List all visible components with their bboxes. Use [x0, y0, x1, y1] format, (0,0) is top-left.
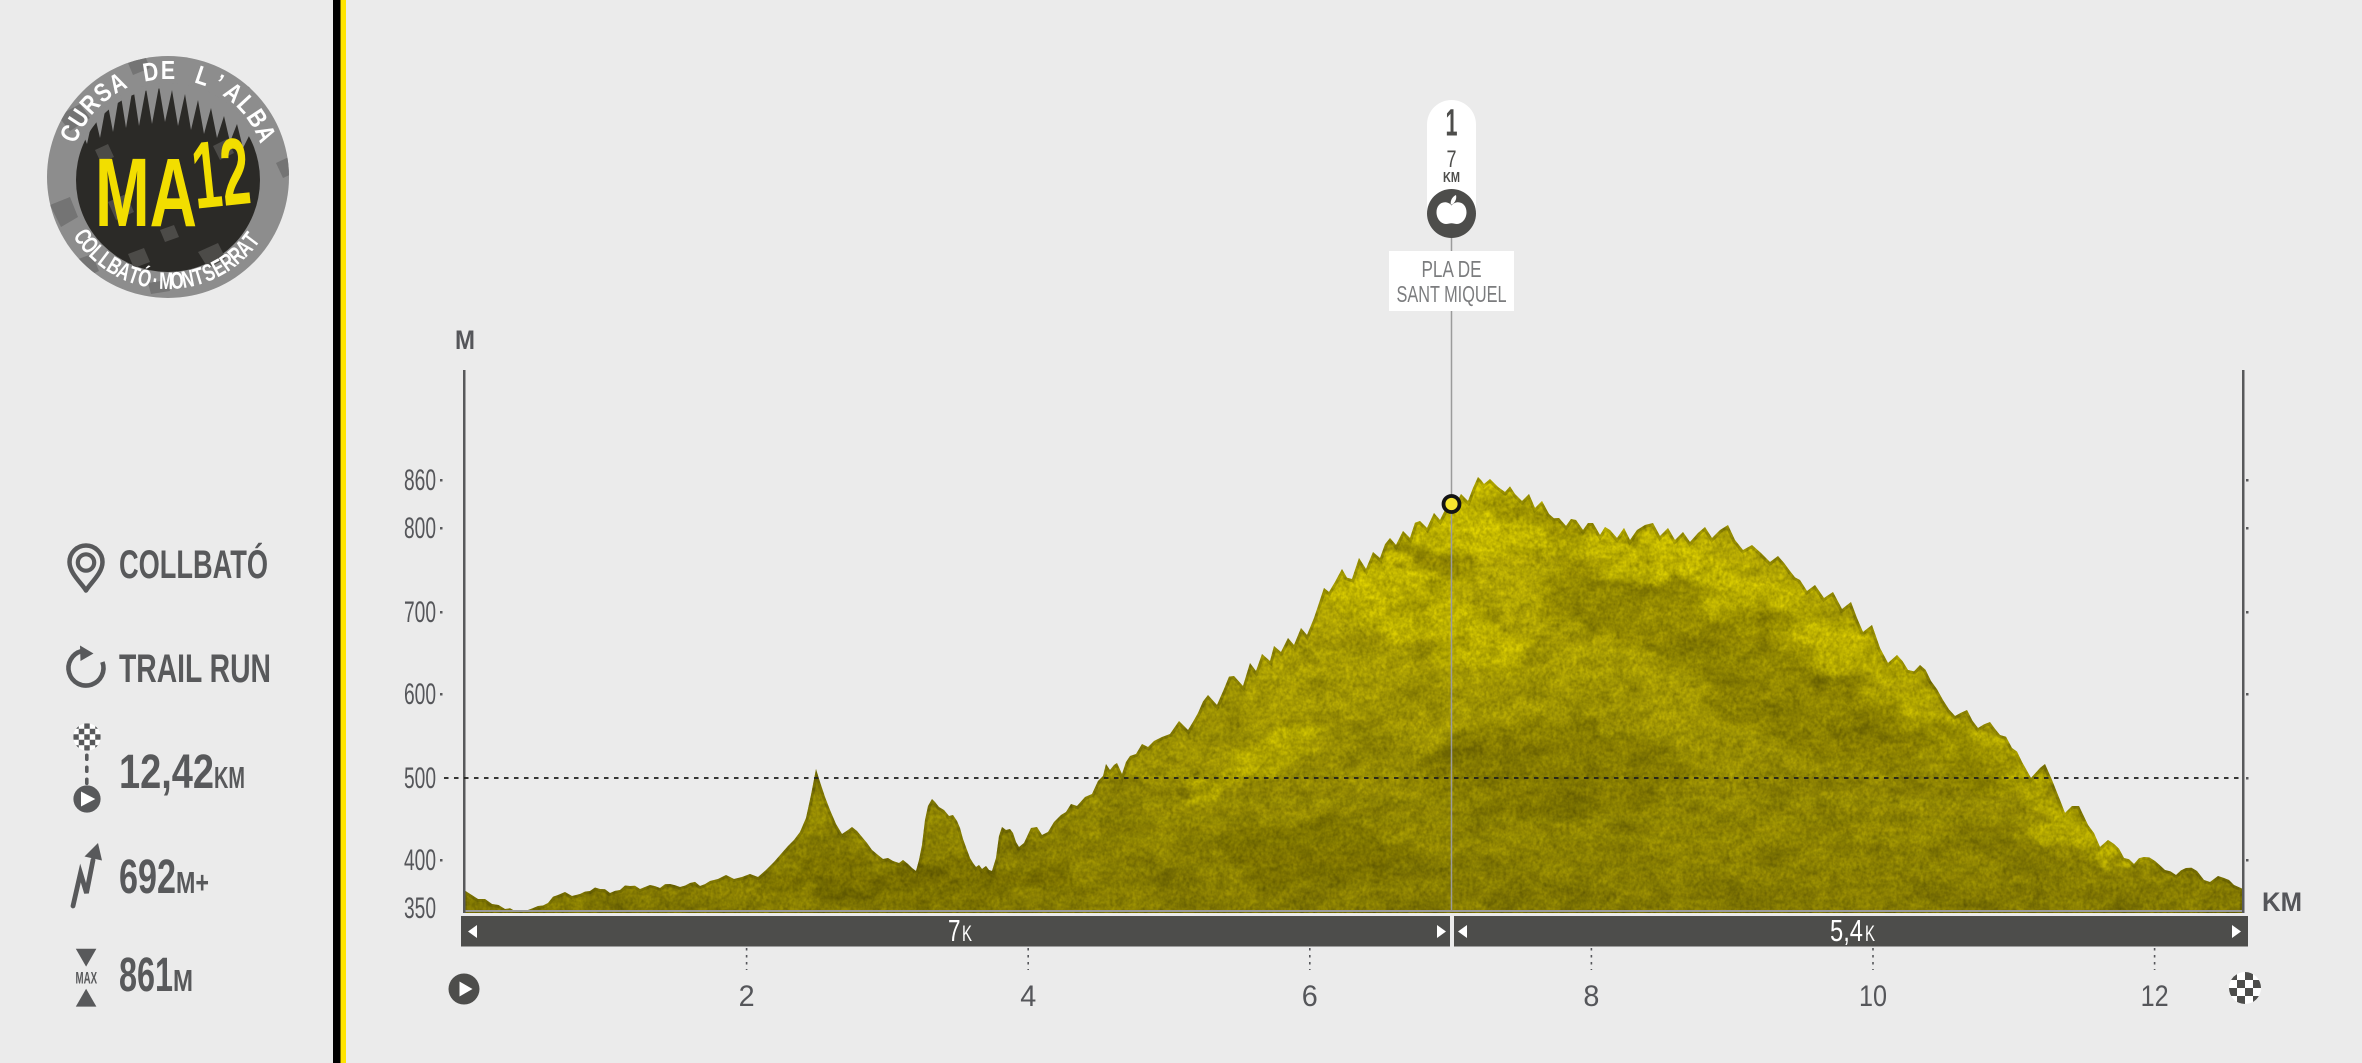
svg-text:MAX: MAX [76, 970, 98, 988]
svg-text:N: N [179, 265, 196, 293]
svg-text:2: 2 [739, 980, 755, 1013]
svg-text:5,4: 5,4 [1830, 913, 1863, 948]
svg-text:O: O [169, 267, 184, 295]
svg-text:M+: M+ [176, 865, 209, 900]
svg-text:4: 4 [1020, 980, 1036, 1013]
svg-text:MA: MA [95, 138, 197, 247]
svg-text:TRAIL RUN: TRAIL RUN [119, 647, 271, 691]
svg-text:10: 10 [1859, 980, 1887, 1013]
svg-text:COLLBATÓ: COLLBATÓ [119, 541, 268, 587]
svg-text:D: D [141, 56, 161, 88]
svg-text:500: 500 [404, 762, 436, 795]
svg-text:Ó: Ó [135, 263, 154, 293]
svg-text:7: 7 [1447, 146, 1457, 173]
svg-text:E: E [161, 56, 175, 86]
svg-text:M: M [173, 963, 193, 998]
svg-text:12: 12 [187, 118, 255, 229]
svg-text:12,42: 12,42 [119, 746, 214, 799]
svg-text:600: 600 [404, 678, 436, 711]
svg-text:350: 350 [404, 892, 436, 925]
svg-text:KM: KM [2262, 887, 2302, 917]
svg-text:12: 12 [2141, 980, 2169, 1013]
svg-text:·: · [151, 267, 160, 294]
svg-text:860: 860 [404, 464, 436, 497]
svg-text:8: 8 [1583, 980, 1599, 1013]
svg-text:7: 7 [948, 913, 961, 948]
svg-text:KM: KM [1443, 170, 1460, 186]
svg-text:800: 800 [404, 512, 436, 545]
svg-text:692: 692 [119, 851, 176, 904]
svg-text:PLA DE: PLA DE [1422, 256, 1482, 282]
svg-text:700: 700 [404, 596, 436, 629]
svg-text:400: 400 [404, 844, 436, 877]
svg-text:K: K [962, 921, 972, 946]
svg-text:KM: KM [214, 760, 245, 795]
svg-text:6: 6 [1302, 980, 1318, 1013]
svg-text:M: M [159, 268, 173, 295]
svg-text:861: 861 [119, 949, 173, 1002]
svg-text:SANT MIQUEL: SANT MIQUEL [1397, 281, 1507, 307]
svg-text:K: K [1865, 921, 1875, 946]
svg-text:1: 1 [1446, 103, 1458, 145]
svg-text:M: M [455, 325, 475, 355]
